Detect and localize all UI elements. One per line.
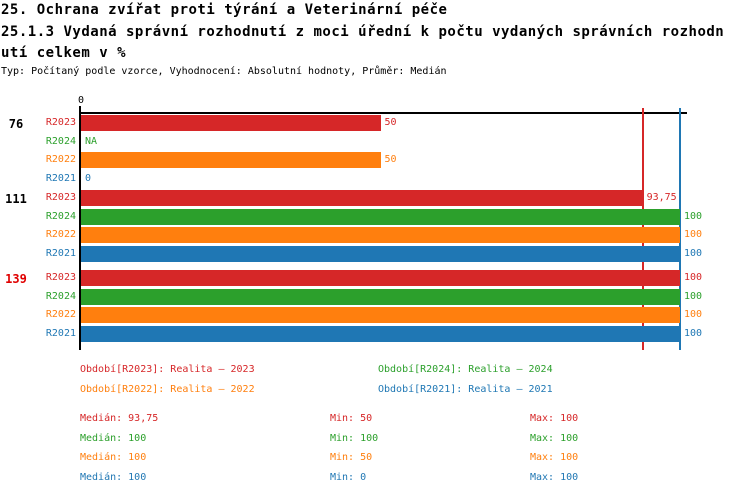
- group-label: 76: [8, 117, 24, 131]
- value-label: 100: [684, 328, 703, 339]
- value-label: NA: [85, 135, 98, 147]
- bar-R2021: [81, 326, 680, 342]
- stat-max-R2024: Max: 100: [530, 432, 579, 444]
- bar-R2022: [81, 227, 680, 244]
- stat-min-R2024: Min: 100: [330, 432, 379, 444]
- row-label: R2022: [45, 309, 76, 321]
- legend-item-R2021: Období[R2021]: Realita – 2021: [378, 383, 553, 395]
- value-label: 100: [684, 229, 703, 241]
- title-line-2: 25.1.3 Vydaná správní rozhodnutí z moci …: [1, 24, 725, 40]
- title-line-1: 25. Ochrana zvířat proti týrání a Veteri…: [1, 2, 448, 18]
- stat-min-R2021: Min: 0: [330, 472, 367, 484]
- legend-item-R2022: Období[R2022]: Realita – 2022: [80, 383, 255, 395]
- bar-R2023: [81, 190, 643, 206]
- value-label: 100: [684, 272, 703, 283]
- title-line-3: utí celkem v %: [1, 45, 127, 61]
- value-label: 50: [384, 154, 397, 166]
- stat-max-R2021: Max: 100: [530, 472, 579, 484]
- value-label: 93,75: [646, 192, 677, 203]
- bar-R2022: [81, 152, 381, 169]
- stat-median-R2022: Medián: 100: [80, 452, 147, 464]
- value-label: 100: [684, 248, 703, 259]
- median-line-R2021: [679, 108, 681, 350]
- value-label: 100: [684, 309, 703, 321]
- stat-median-R2023: Medián: 93,75: [80, 413, 159, 424]
- value-label: 50: [384, 117, 397, 128]
- value-label: 100: [684, 210, 703, 222]
- row-label: R2024: [45, 290, 76, 302]
- row-label: R2024: [45, 210, 76, 222]
- value-label: 0: [85, 173, 92, 184]
- value-label: 100: [684, 290, 703, 302]
- x-axis-line: [80, 112, 687, 114]
- row-label: R2022: [45, 229, 76, 241]
- row-label: R2023: [45, 117, 76, 128]
- row-label: R2021: [45, 328, 76, 339]
- row-label: R2023: [45, 272, 76, 283]
- row-label: R2023: [45, 192, 76, 203]
- row-label: R2021: [45, 173, 76, 184]
- row-label: R2024: [45, 135, 76, 147]
- row-label: R2022: [45, 154, 76, 166]
- row-label: R2021: [45, 248, 76, 259]
- stat-max-R2023: Max: 100: [530, 413, 579, 424]
- group-label: 111: [5, 192, 27, 206]
- y-axis-line: [79, 106, 81, 350]
- legend-item-R2023: Období[R2023]: Realita – 2023: [80, 364, 255, 375]
- bar-R2024: [81, 288, 680, 305]
- stat-median-R2021: Medián: 100: [80, 472, 147, 484]
- chart-meta: Typ: Počítaný podle vzorce, Vyhodnocení:…: [1, 66, 447, 77]
- stat-min-R2022: Min: 50: [330, 452, 373, 464]
- bar-R2024: [81, 208, 680, 225]
- axis-tick-label-zero: 0: [77, 95, 85, 106]
- bar-R2022: [81, 307, 680, 324]
- group-label: 139: [5, 272, 27, 286]
- bar-R2021: [81, 246, 680, 262]
- stat-median-R2024: Medián: 100: [80, 432, 147, 444]
- bar-R2023: [81, 270, 680, 286]
- stat-min-R2023: Min: 50: [330, 413, 373, 424]
- stat-max-R2022: Max: 100: [530, 452, 579, 464]
- bar-R2023: [81, 115, 381, 131]
- legend-item-R2024: Období[R2024]: Realita – 2024: [378, 364, 553, 375]
- bar-chart: 0 76 R2023 50 R2024 NA R2022 50 R2021 0 111 R2023 9…: [0, 95, 750, 357]
